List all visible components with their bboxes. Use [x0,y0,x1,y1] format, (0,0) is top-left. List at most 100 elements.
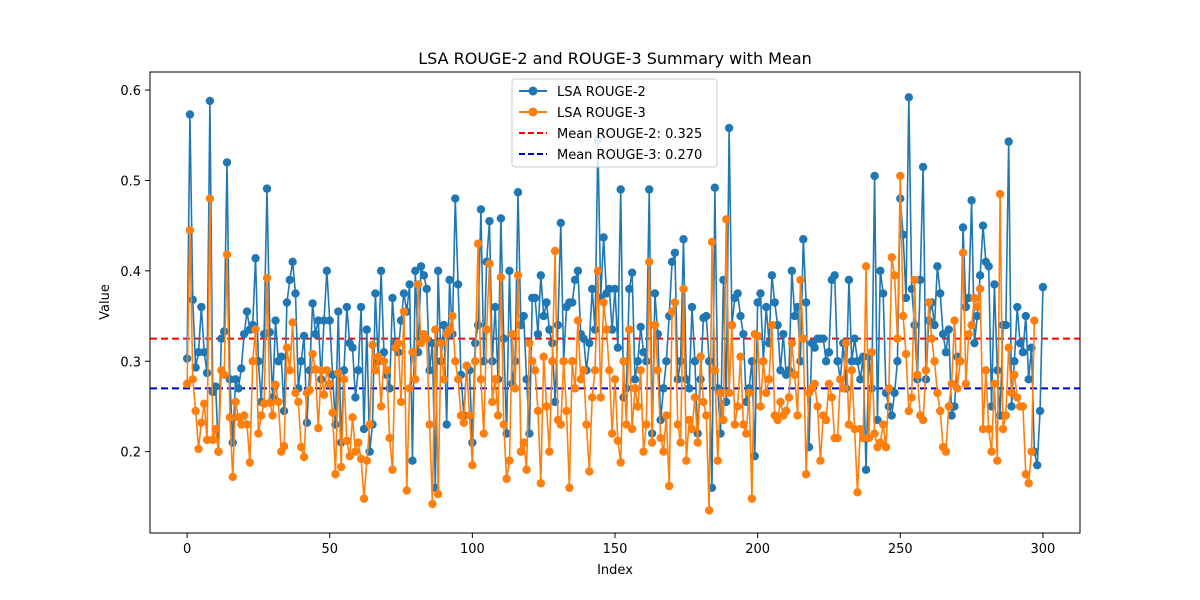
point-rouge3 [436,338,446,348]
point-rouge3 [265,398,275,408]
point-rouge3 [451,357,460,366]
point-rouge2 [1035,406,1045,416]
point-rouge3 [428,499,437,509]
point-rouge2 [642,357,651,366]
point-rouge3 [573,316,583,325]
point-rouge3 [645,257,654,267]
y-axis-label: Value [98,284,113,320]
point-rouge2 [667,257,677,267]
point-rouge3 [562,406,571,416]
point-rouge3 [801,470,811,479]
point-rouge2 [910,320,919,330]
series-rouge3 [182,171,1039,515]
point-rouge3 [961,379,971,389]
point-rouge3 [399,307,409,316]
point-rouge2 [1004,137,1013,146]
point-rouge2 [302,418,312,427]
point-rouge3 [382,366,391,375]
point-rouge2 [291,289,300,298]
point-rouge3 [1018,402,1028,411]
point-rouge3 [856,424,865,434]
point-rouge3 [510,384,520,393]
point-rouge3 [251,325,260,334]
point-rouge3 [893,334,902,343]
point-rouge3 [981,366,991,375]
point-rouge2 [277,352,286,361]
point-rouge2 [870,171,879,181]
point-rouge3 [716,388,725,398]
point-rouge2 [636,322,645,332]
point-rouge2 [610,284,620,294]
point-rouge3 [582,420,591,429]
point-rouge3 [742,429,751,438]
point-rouge3 [625,325,634,334]
point-rouge2 [967,196,976,205]
point-rouge2 [590,325,600,334]
point-rouge3 [759,357,768,366]
point-rouge3 [257,411,266,420]
point-rouge2 [585,338,594,348]
point-rouge3 [796,275,805,285]
point-rouge3 [787,338,797,348]
point-rouge3 [642,420,651,429]
point-rouge2 [762,302,771,312]
point-rouge2 [853,357,862,366]
point-rouge2 [556,218,565,228]
y-tick-label: 0.2 [120,446,141,461]
point-rouge2 [553,320,563,330]
point-rouge3 [545,447,554,456]
legend-marker-rouge2 [528,86,538,96]
legend-box [511,78,718,168]
point-rouge2 [530,293,540,303]
x-tick-label: 0 [183,542,191,557]
point-rouge3 [493,411,503,420]
point-rouge3 [898,311,908,321]
point-rouge2 [770,298,779,307]
point-rouge2 [579,334,588,343]
point-rouge2 [288,257,297,267]
point-rouge2 [1007,402,1016,411]
point-rouge2 [993,366,1002,375]
point-rouge2 [1021,311,1030,321]
point-rouge3 [673,420,682,429]
point-rouge3 [605,366,614,375]
point-rouge2 [627,268,637,277]
point-rouge3 [941,447,951,456]
point-rouge3 [984,424,993,434]
point-rouge2 [533,329,543,339]
point-rouge2 [188,295,197,304]
point-rouge3 [665,481,674,491]
point-rouge2 [200,348,209,357]
point-rouge3 [924,298,933,307]
point-rouge3 [268,411,277,420]
point-rouge2 [1033,461,1042,470]
point-rouge3 [616,458,625,467]
point-rouge3 [767,320,777,330]
point-rouge3 [459,418,468,427]
point-rouge3 [713,456,722,465]
point-rouge3 [559,357,568,366]
point-rouge2 [197,302,206,312]
point-rouge3 [351,447,360,456]
point-rouge3 [693,438,702,447]
point-rouge3 [719,415,728,425]
point-rouge3 [362,456,372,465]
point-rouge2 [662,357,671,366]
point-rouge3 [679,284,688,294]
point-rouge3 [861,262,871,271]
point-rouge3 [197,418,206,427]
point-rouge3 [305,385,314,395]
point-rouge2 [476,205,486,214]
point-rouge2 [376,266,386,276]
point-rouge3 [508,329,517,339]
point-rouge3 [599,298,608,307]
point-rouge3 [402,486,411,495]
point-rouge3 [747,494,757,503]
point-rouge2 [570,275,580,285]
point-rouge2 [325,316,334,325]
point-rouge3 [970,293,979,303]
point-rouge3 [841,338,851,348]
point-rouge2 [539,311,548,321]
point-rouge2 [473,320,483,330]
